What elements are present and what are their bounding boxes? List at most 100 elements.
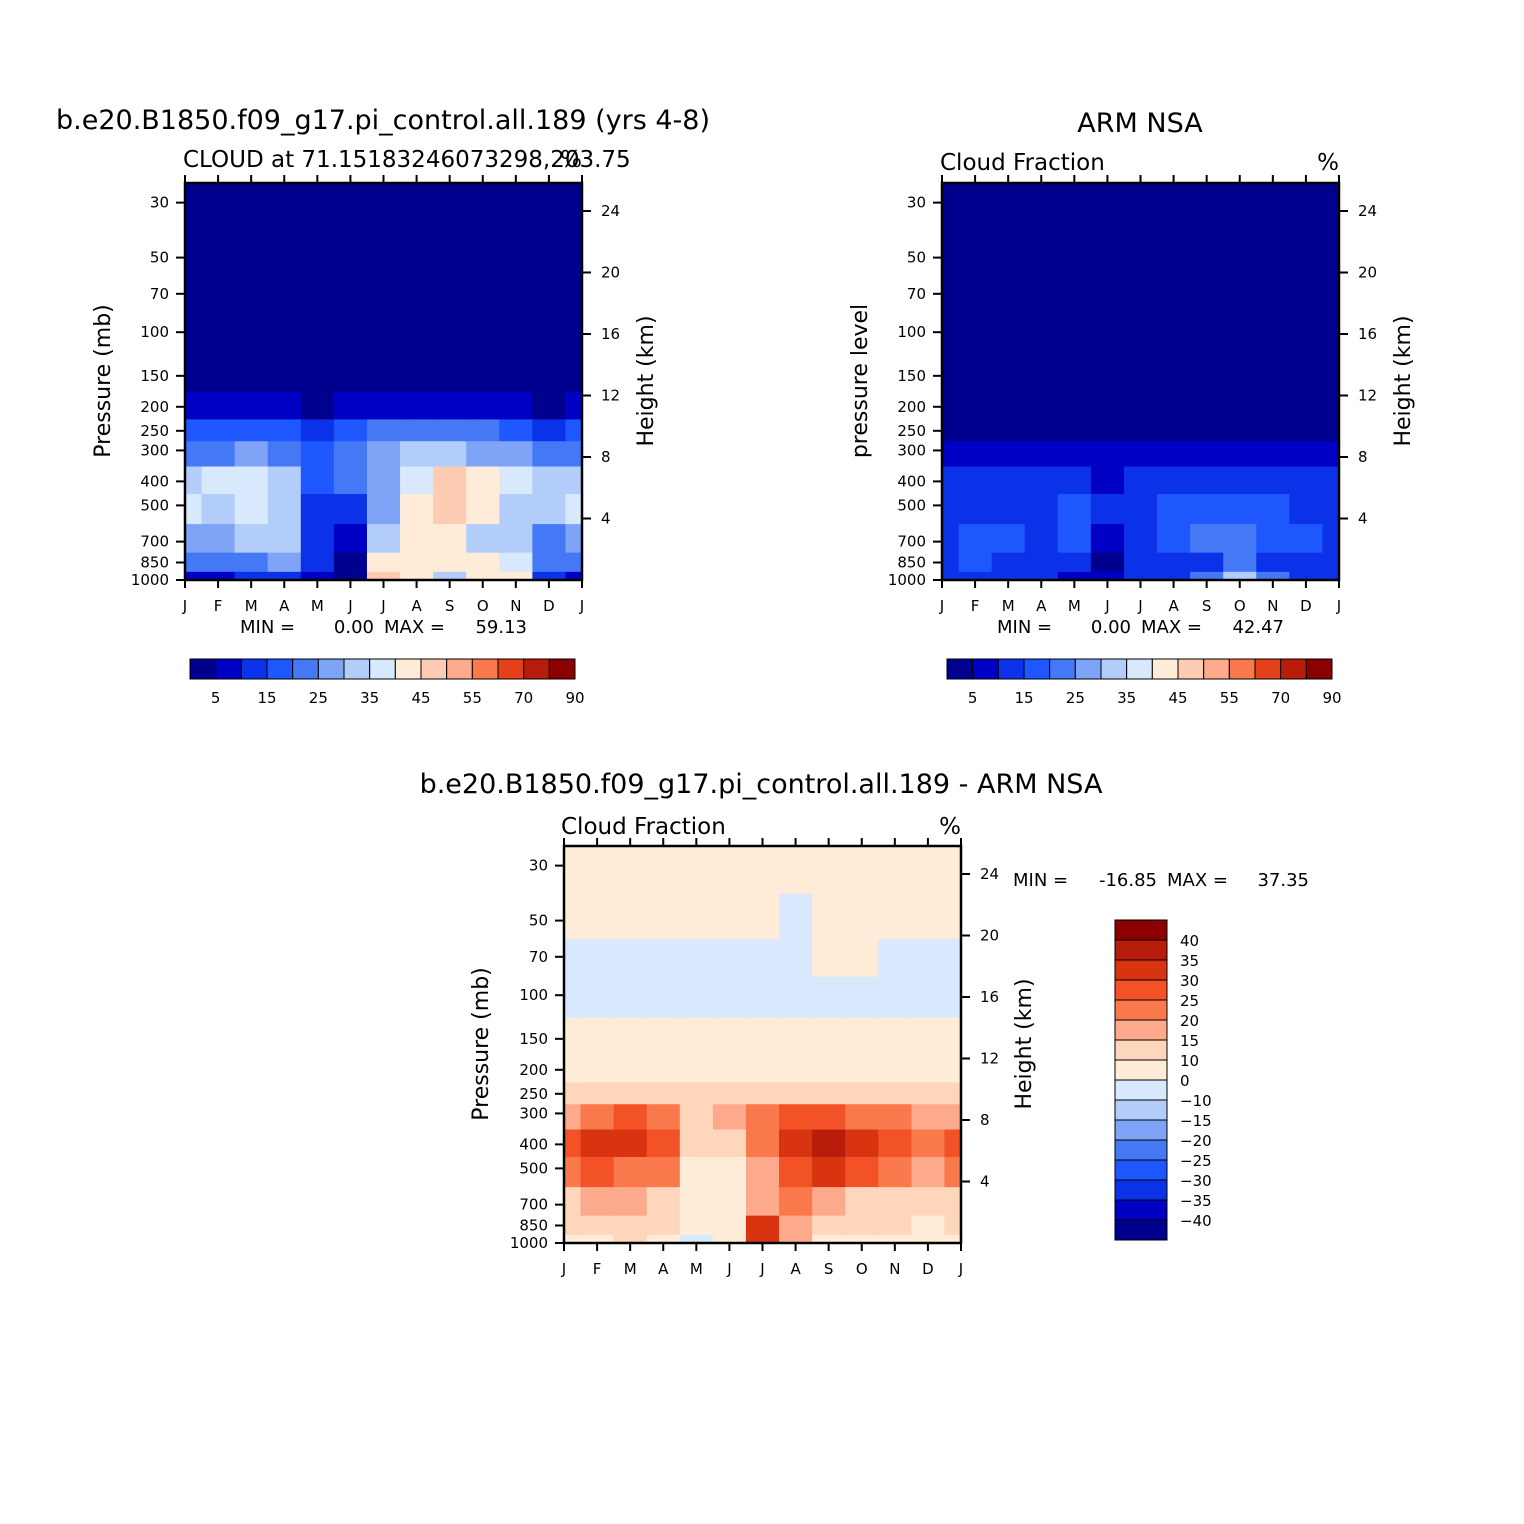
colorbar-box bbox=[1151, 658, 1179, 680]
heatmap-cell bbox=[1289, 571, 1324, 581]
heatmap-cell bbox=[712, 1054, 747, 1083]
heatmap-cell bbox=[1322, 523, 1340, 553]
heatmap-cell bbox=[646, 893, 681, 940]
colorbar-box bbox=[1114, 939, 1168, 961]
heatmap-cell bbox=[201, 313, 236, 355]
heatmap-cell bbox=[1090, 183, 1125, 231]
colorbar-label: 5 bbox=[968, 689, 978, 707]
heatmap-cell bbox=[400, 313, 434, 355]
heatmap-cell bbox=[991, 391, 1026, 420]
heatmap-cell bbox=[433, 275, 467, 314]
heatmap-cell bbox=[201, 354, 236, 392]
heatmap-cell bbox=[812, 1186, 846, 1216]
heatmap-cell bbox=[366, 418, 401, 442]
colorbar-label: 55 bbox=[1220, 689, 1239, 707]
heatmap-cell bbox=[944, 1128, 962, 1157]
colorbar-label: 35 bbox=[360, 689, 379, 707]
heatmap-cell bbox=[958, 183, 993, 231]
heatmap-cell bbox=[267, 275, 302, 314]
heatmap-cell bbox=[712, 1186, 747, 1216]
y-tick-label: 500 bbox=[519, 1159, 548, 1177]
heatmap-cell bbox=[942, 275, 960, 314]
y2-tick-label: 8 bbox=[980, 1111, 990, 1129]
heatmap-cell bbox=[679, 1156, 714, 1188]
colorbar-box bbox=[1049, 658, 1076, 680]
heatmap-cell bbox=[333, 354, 368, 392]
heatmap-cell bbox=[400, 552, 434, 572]
heatmap-cell bbox=[532, 552, 567, 572]
heatmap-cell bbox=[613, 1215, 648, 1235]
heatmap-cell bbox=[942, 354, 960, 392]
heatmap-cell bbox=[942, 552, 960, 572]
y-tick-label: 200 bbox=[897, 398, 926, 416]
heatmap-cell bbox=[1024, 465, 1059, 494]
heatmap-cell bbox=[564, 1234, 582, 1244]
heatmap-cell bbox=[267, 493, 302, 525]
colorbar-label: 15 bbox=[1180, 1032, 1199, 1050]
panel-obs-colorbar: 5 15 25 35 45 55 70 90 bbox=[946, 658, 1342, 707]
heatmap-cell bbox=[1090, 354, 1125, 392]
heatmap-cell bbox=[1157, 313, 1191, 355]
heatmap-cell bbox=[1123, 418, 1158, 442]
heatmap-cell bbox=[779, 976, 813, 1018]
heatmap-cell bbox=[613, 846, 648, 894]
heatmap-cell bbox=[1322, 354, 1340, 392]
colorbar-box bbox=[1114, 1179, 1168, 1201]
y-tick-label: 250 bbox=[897, 422, 926, 440]
y2-tick-label: 8 bbox=[601, 448, 611, 466]
panel-obs-min-label: MIN = bbox=[997, 617, 1052, 638]
y2-tick-label: 16 bbox=[980, 988, 999, 1006]
heatmap-cell bbox=[812, 1234, 846, 1244]
heatmap-cell bbox=[911, 1215, 946, 1235]
heatmap-cell bbox=[911, 1017, 946, 1055]
x-tick-label: D bbox=[543, 597, 555, 615]
heatmap-cell bbox=[1223, 552, 1257, 572]
colorbar-box bbox=[240, 658, 268, 680]
heatmap-cell bbox=[845, 1128, 879, 1157]
heatmap-cell bbox=[1223, 523, 1257, 553]
colorbar-box bbox=[1114, 1159, 1168, 1181]
x-tick-label: M bbox=[245, 597, 258, 615]
y2-tick-label: 20 bbox=[980, 927, 999, 945]
heatmap-cell bbox=[565, 418, 583, 442]
heatmap-cell bbox=[400, 354, 434, 392]
heatmap-cell bbox=[1190, 230, 1224, 277]
heatmap-cell bbox=[185, 275, 203, 314]
heatmap-cell bbox=[580, 938, 615, 977]
heatmap-cell bbox=[400, 183, 434, 231]
heatmap-cell bbox=[944, 1156, 962, 1188]
heatmap-cell bbox=[466, 552, 500, 572]
heatmap-cell bbox=[234, 230, 269, 277]
y2-tick-label: 4 bbox=[980, 1173, 990, 1191]
y-tick-label: 50 bbox=[529, 912, 548, 930]
heatmap-cell bbox=[400, 465, 434, 494]
heatmap-cell bbox=[991, 523, 1026, 553]
heatmap-cell bbox=[812, 893, 846, 940]
x-tick-label: J bbox=[1104, 597, 1109, 615]
panel-model: b.e20.B1850.f09_g17.pi_control.all.189 (… bbox=[56, 105, 710, 707]
heatmap-cell bbox=[812, 1128, 846, 1157]
colorbar-label: 30 bbox=[1180, 972, 1199, 990]
heatmap-cell bbox=[845, 1156, 879, 1188]
heatmap-cell bbox=[267, 391, 302, 420]
heatmap-cell bbox=[613, 893, 648, 940]
x-tick-label: J bbox=[958, 1260, 963, 1278]
heatmap-cell bbox=[564, 1128, 582, 1157]
panel-obs: ARM NSA Cloud Fraction % J F M A M J J A S O N D J 30… bbox=[848, 108, 1416, 707]
heatmap-cell bbox=[300, 275, 335, 314]
heatmap-cell bbox=[466, 418, 500, 442]
y-tick-label: 250 bbox=[140, 422, 169, 440]
colorbar-box bbox=[1114, 1219, 1168, 1241]
heatmap-cell bbox=[646, 976, 681, 1018]
heatmap-cell bbox=[1223, 418, 1257, 442]
heatmap-cell bbox=[878, 1054, 912, 1083]
colorbar-box bbox=[1114, 1039, 1168, 1061]
colorbar-box bbox=[972, 658, 999, 680]
heatmap-cell bbox=[613, 1054, 648, 1083]
heatmap-cell bbox=[1190, 571, 1224, 581]
heatmap-cell bbox=[613, 1017, 648, 1055]
heatmap-cell bbox=[1289, 418, 1324, 442]
y-tick-label: 1000 bbox=[131, 571, 169, 589]
heatmap-cell bbox=[433, 418, 467, 442]
